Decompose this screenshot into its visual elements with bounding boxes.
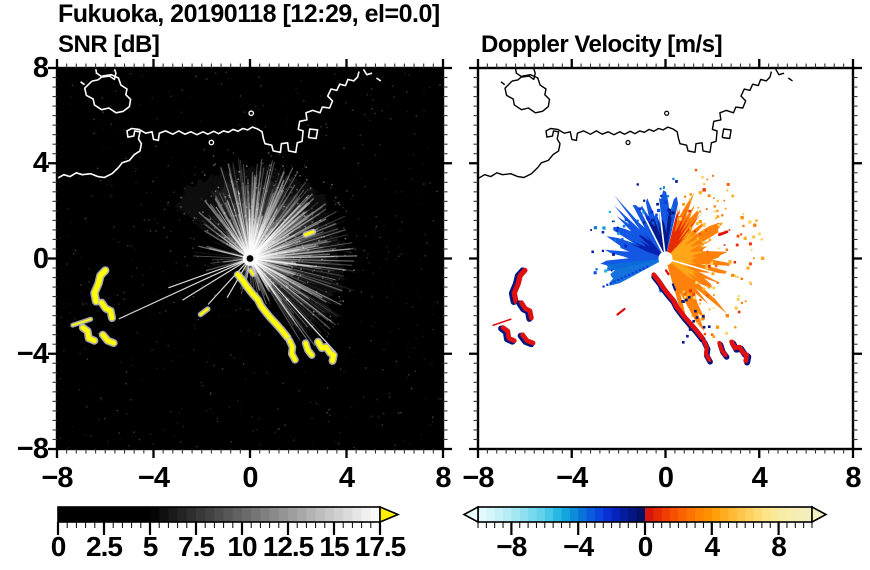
snr-map <box>57 68 443 449</box>
y-tick-label: −8 <box>16 433 49 465</box>
x-tick-label-snr: −8 <box>41 462 73 494</box>
x-tick-label-snr: 8 <box>435 462 451 494</box>
snr-colorbar <box>56 505 401 535</box>
snr-colorbar-label: 5 <box>142 531 159 562</box>
snr-panel-title: SNR [dB] <box>58 31 160 58</box>
x-tick-label-vel: 8 <box>845 462 861 494</box>
x-tick-label-snr: 4 <box>338 462 355 494</box>
vel-colorbar-label: 8 <box>771 531 787 562</box>
vel-colorbar-label: −4 <box>563 531 594 562</box>
y-tick-label: 0 <box>32 242 49 275</box>
vel-axes-frame <box>469 59 862 458</box>
y-tick-label: −4 <box>16 337 49 370</box>
snr-colorbar-label: 0 <box>50 531 67 562</box>
velocity-panel-title: Doppler Velocity [m/s] <box>481 31 723 58</box>
snr-colorbar-label: 15 <box>319 531 349 562</box>
x-tick-label-vel: −8 <box>462 462 494 494</box>
snr-colorbar-label: 2.5 <box>86 531 123 562</box>
snr-colorbar-label: 7.5 <box>178 531 215 562</box>
x-tick-label-vel: −4 <box>556 462 588 494</box>
figure-title: Fukuoka, 20190118 [12:29, el=0.0] <box>58 0 440 28</box>
vel-colorbar-label: 0 <box>637 531 654 562</box>
y-tick-label: 8 <box>32 52 49 84</box>
x-tick-label-vel: 0 <box>657 462 674 494</box>
vel-colorbar-label: −8 <box>496 531 527 562</box>
y-tick-label: 4 <box>32 147 49 180</box>
snr-colorbar-label: 12.5 <box>262 531 314 562</box>
vel-colorbar-label: 4 <box>704 531 721 562</box>
snr-colorbar-label: 17.5 <box>354 531 406 562</box>
x-tick-label-vel: 4 <box>751 462 768 494</box>
snr-colorbar-label: 10 <box>227 531 257 562</box>
velocity-colorbar <box>462 505 828 535</box>
x-tick-label-snr: −4 <box>137 462 170 494</box>
velocity-map <box>478 68 853 449</box>
snr-axes-frame <box>48 59 452 458</box>
x-tick-label-snr: 0 <box>242 462 258 494</box>
